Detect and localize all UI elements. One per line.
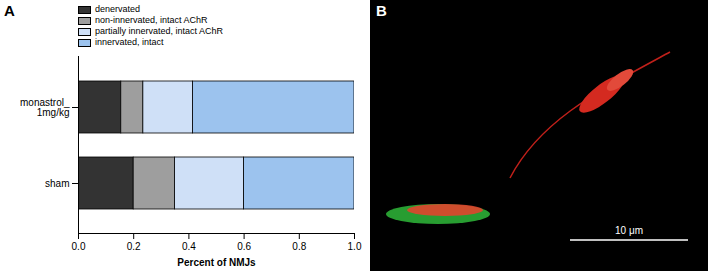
- html-text:A: A: [4, 2, 15, 19]
- html-text:denervated: denervated: [95, 4, 140, 14]
- svg-text:1.0: 1.0: [348, 241, 362, 252]
- svg-text:Percent of NMJs: Percent of NMJs: [177, 257, 256, 268]
- svg-text:0.2: 0.2: [127, 241, 141, 252]
- html-text:partially innervated, intact A: partially innervated, intact AChR: [95, 26, 224, 36]
- html-text:innervated, intact: innervated, intact: [95, 37, 164, 47]
- svg-text:0.4: 0.4: [182, 241, 196, 252]
- svg-text:0.6: 0.6: [237, 241, 251, 252]
- svg-text:sham: sham: [45, 178, 69, 189]
- html-text:non-innervated, intact AChR: non-innervated, intact AChR: [95, 15, 208, 25]
- svg-text:B: B: [376, 2, 387, 19]
- svg-text:0.8: 0.8: [292, 241, 306, 252]
- svg-text:monastrol_1mg/kg: monastrol_1mg/kg: [20, 97, 70, 118]
- svg-text:0.0: 0.0: [72, 241, 86, 252]
- svg-text:10 μm: 10 μm: [615, 225, 643, 236]
